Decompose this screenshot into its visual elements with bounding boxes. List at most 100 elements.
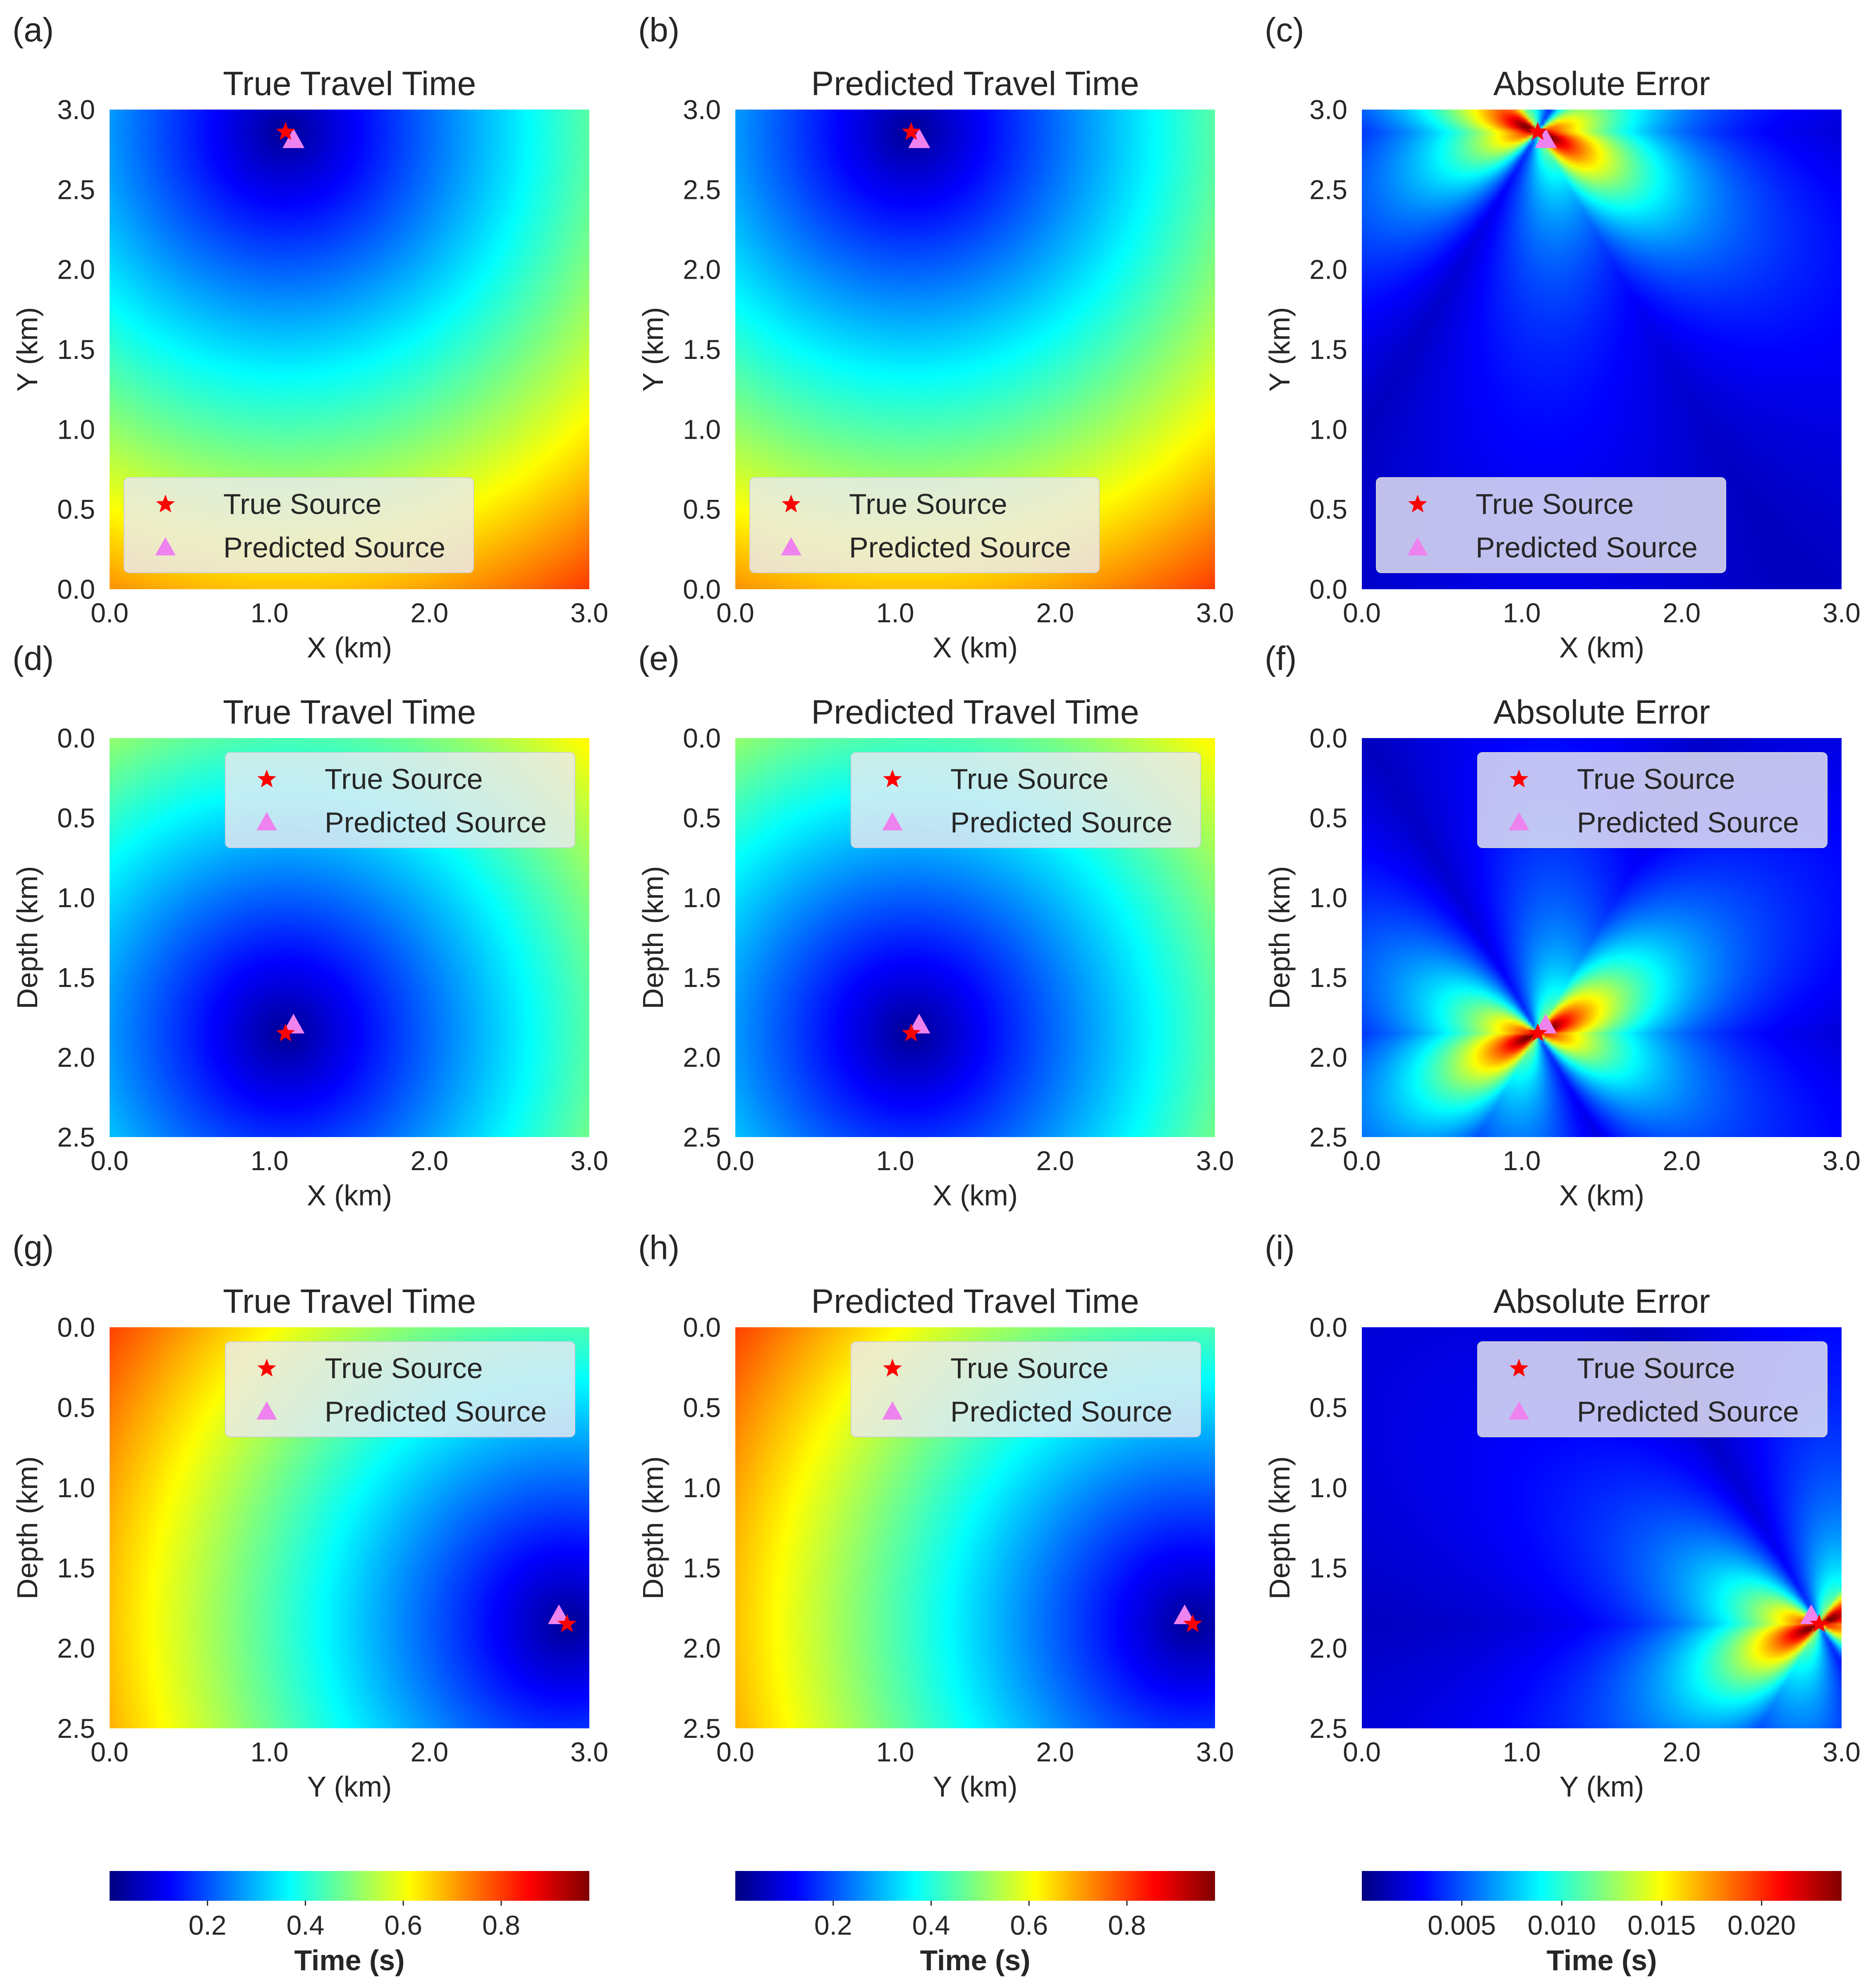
colorbar-label: Time (s): [1546, 1944, 1657, 1976]
colorbar-tick-label: 0.6: [384, 1910, 422, 1940]
predicted-source-marker: [282, 128, 305, 148]
x-tick-label: 0.0: [1343, 1737, 1381, 1767]
y-tick-label: 1.0: [1309, 882, 1347, 913]
y-tick-label: 0.5: [57, 494, 95, 525]
y-tick-label: 2.0: [683, 1633, 721, 1663]
y-tick-label: 1.0: [57, 414, 95, 444]
x-tick-label: 2.0: [1662, 1737, 1701, 1767]
legend-entry-predicted-source: Predicted Source: [223, 531, 445, 564]
x-tick-label: 0.0: [1343, 1145, 1381, 1176]
legend-entry-true-source: True Source: [1577, 763, 1735, 795]
predicted-source-marker: [1535, 128, 1557, 148]
x-tick-label: 3.0: [1196, 1737, 1234, 1767]
x-tick-label: 2.0: [1036, 597, 1074, 628]
panel-title: Predicted Travel Time: [811, 693, 1139, 731]
y-tick-label: 2.0: [683, 1042, 721, 1073]
panel-letter: (d): [12, 640, 54, 677]
x-tick-label: 2.0: [410, 1737, 448, 1767]
y-tick-label: 0.5: [57, 1392, 95, 1423]
legend: [225, 752, 575, 848]
colorbar-tick-label: 0.4: [912, 1910, 950, 1940]
x-tick-label: 1.0: [1503, 1145, 1541, 1176]
x-axis-label: Y (km): [307, 1771, 392, 1803]
x-tick-label: 1.0: [251, 1737, 289, 1767]
panel-letter: (b): [638, 11, 679, 49]
legend-triangle-icon: [781, 537, 801, 556]
x-tick-label: 0.0: [91, 1145, 129, 1176]
legend-entry-true-source: True Source: [223, 488, 382, 520]
legend-star-icon: [1509, 769, 1529, 788]
y-axis-label: Y (km): [11, 307, 43, 392]
panel-letter: (a): [12, 11, 54, 49]
legend-entry-predicted-source: Predicted Source: [325, 1395, 547, 1428]
legend-entry-predicted-source: Predicted Source: [1476, 531, 1698, 564]
y-tick-label: 2.5: [1309, 1713, 1347, 1744]
legend: [124, 477, 474, 573]
y-tick-label: 2.5: [57, 1713, 95, 1744]
colorbar: [110, 1871, 589, 1901]
y-tick-label: 0.0: [57, 574, 95, 605]
x-tick-label: 1.0: [876, 597, 914, 628]
panel-letter: (h): [638, 1229, 679, 1266]
x-tick-label: 0.0: [716, 1737, 754, 1767]
x-tick-label: 1.0: [876, 1737, 914, 1767]
x-tick-label: 2.0: [1036, 1145, 1074, 1176]
y-tick-label: 0.5: [57, 803, 95, 833]
y-tick-label: 1.0: [57, 1472, 95, 1503]
colorbar-tick-label: 0.005: [1428, 1910, 1496, 1940]
y-tick-label: 3.0: [1309, 94, 1347, 125]
true-source-marker: [276, 122, 295, 140]
legend: [1477, 752, 1828, 848]
colorbar: [735, 1871, 1215, 1901]
y-tick-label: 2.5: [57, 174, 95, 205]
y-tick-label: 3.0: [683, 94, 721, 125]
x-tick-label: 2.0: [1662, 597, 1701, 628]
y-tick-label: 0.5: [1309, 494, 1347, 525]
legend: [1376, 477, 1726, 573]
colorbar-tick-label: 0.2: [189, 1910, 227, 1940]
y-tick-label: 1.5: [57, 962, 95, 993]
true-source-marker: [557, 1614, 576, 1632]
x-tick-label: 0.0: [91, 597, 129, 628]
x-axis-label: X (km): [1559, 631, 1644, 664]
legend-star-icon: [883, 1359, 902, 1377]
colorbar-tick-label: 0.2: [814, 1910, 852, 1940]
panel-title: Absolute Error: [1493, 693, 1710, 731]
x-tick-label: 0.0: [716, 1145, 754, 1176]
y-tick-label: 1.5: [1309, 1553, 1347, 1583]
x-axis-label: X (km): [307, 631, 392, 664]
panel-title: Predicted Travel Time: [811, 65, 1139, 103]
x-tick-label: 1.0: [251, 597, 289, 628]
colorbar-tick-label: 0.8: [482, 1910, 520, 1940]
y-tick-label: 2.5: [57, 1122, 95, 1152]
y-axis-label: Depth (km): [11, 866, 43, 1009]
y-tick-label: 2.5: [683, 1713, 721, 1744]
legend-triangle-icon: [256, 1401, 277, 1420]
panel-title: True Travel Time: [223, 65, 476, 103]
y-tick-label: 0.0: [683, 574, 721, 605]
panel-title: Predicted Travel Time: [811, 1283, 1139, 1320]
y-tick-label: 1.5: [683, 1553, 721, 1583]
y-tick-label: 1.0: [1309, 414, 1347, 444]
x-tick-label: 2.0: [1662, 1145, 1701, 1176]
x-tick-label: 3.0: [570, 1737, 608, 1767]
colorbar-tick-label: 0.010: [1528, 1910, 1596, 1940]
y-axis-label: Depth (km): [1263, 866, 1296, 1009]
y-tick-label: 0.5: [1309, 1392, 1347, 1423]
y-tick-label: 2.0: [57, 254, 95, 285]
legend-entry-predicted-source: Predicted Source: [950, 806, 1172, 839]
legend-star-icon: [156, 495, 175, 513]
predicted-source-marker: [1800, 1604, 1823, 1624]
y-tick-label: 1.0: [1309, 1472, 1347, 1503]
legend-entry-predicted-source: Predicted Source: [950, 1395, 1172, 1428]
x-tick-label: 0.0: [1343, 597, 1381, 628]
legend-triangle-icon: [155, 537, 176, 556]
y-tick-label: 1.0: [683, 1472, 721, 1503]
predicted-source-marker: [1535, 1013, 1557, 1034]
colorbar: [1362, 1871, 1842, 1901]
x-tick-label: 0.0: [91, 1737, 129, 1767]
legend-entry-true-source: True Source: [325, 763, 483, 795]
legend-star-icon: [1509, 1359, 1529, 1377]
legend: [851, 752, 1201, 848]
